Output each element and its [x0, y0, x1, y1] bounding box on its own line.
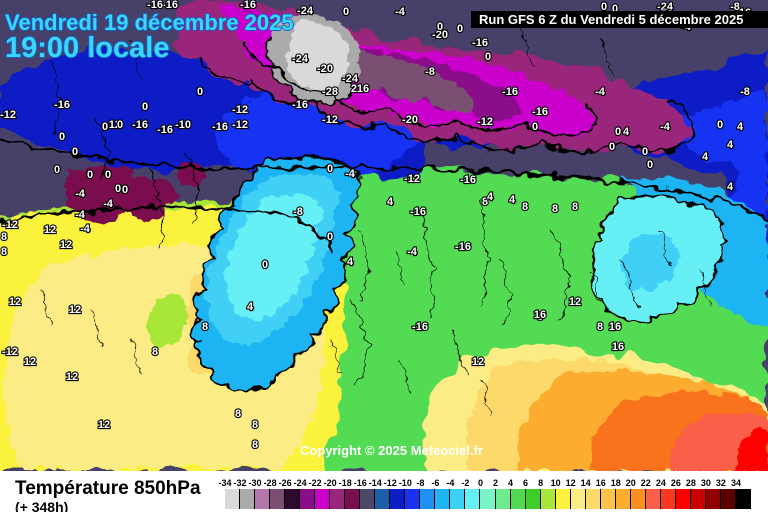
svg-text:0: 0	[197, 86, 203, 98]
svg-text:4: 4	[247, 301, 254, 313]
svg-text:12: 12	[98, 419, 110, 431]
svg-text:-16: -16	[502, 86, 518, 98]
svg-text:0: 0	[122, 184, 128, 196]
svg-text:4: 4	[509, 194, 516, 206]
svg-text:4: 4	[737, 121, 744, 133]
svg-text:8: 8	[252, 419, 258, 431]
svg-text:0: 0	[59, 131, 65, 143]
svg-text:-12: -12	[2, 219, 18, 231]
svg-text:-16: -16	[157, 124, 173, 136]
svg-text:0: 0	[343, 6, 349, 18]
svg-text:-16: -16	[460, 174, 476, 186]
svg-text:0: 0	[457, 23, 463, 35]
svg-text:-12: -12	[0, 109, 16, 121]
svg-text:0: 0	[609, 141, 615, 153]
svg-text:0: 0	[115, 183, 121, 195]
svg-text:-4: -4	[407, 246, 418, 258]
svg-text:-12: -12	[404, 173, 420, 185]
svg-text:12: 12	[569, 296, 581, 308]
svg-text:12: 12	[60, 239, 72, 251]
svg-text:0: 0	[327, 163, 333, 175]
svg-text:0: 0	[485, 51, 491, 63]
svg-text:-10: -10	[175, 119, 191, 131]
svg-text:-20: -20	[317, 63, 333, 75]
svg-text:12: 12	[44, 224, 56, 236]
svg-text:8: 8	[235, 408, 241, 420]
svg-text:8: 8	[572, 201, 578, 213]
svg-text:-4: -4	[660, 121, 671, 133]
svg-text:4: 4	[623, 126, 630, 138]
svg-text:-12: -12	[322, 114, 338, 126]
svg-text:16: 16	[612, 341, 624, 353]
svg-text:12: 12	[472, 356, 484, 368]
svg-text:16: 16	[534, 309, 546, 321]
svg-text:0: 0	[647, 159, 653, 171]
svg-text:-28: -28	[322, 86, 338, 98]
svg-text:-8: -8	[740, 86, 750, 98]
svg-text:-8: -8	[293, 206, 303, 218]
svg-text:4: 4	[702, 151, 709, 163]
svg-text:16: 16	[609, 321, 621, 333]
svg-text:-16: -16	[212, 121, 228, 133]
svg-text:0: 0	[437, 21, 443, 33]
svg-text:4: 4	[347, 256, 354, 268]
svg-text:4: 4	[487, 191, 494, 203]
svg-text:-4: -4	[595, 86, 606, 98]
svg-text:0: 0	[327, 231, 333, 243]
svg-text:12: 12	[24, 356, 36, 368]
svg-text:8: 8	[202, 321, 208, 333]
svg-text:4: 4	[727, 181, 734, 193]
svg-text:216: 216	[351, 83, 369, 95]
svg-text:-4: -4	[103, 198, 114, 210]
svg-text:-4: -4	[75, 188, 86, 200]
svg-text:0: 0	[142, 101, 148, 113]
svg-text:-4: -4	[80, 223, 91, 235]
svg-text:8: 8	[252, 439, 258, 451]
svg-text:-20: -20	[402, 114, 418, 126]
svg-text:0: 0	[532, 121, 538, 133]
svg-text:-24: -24	[292, 53, 309, 65]
svg-text:8: 8	[152, 346, 158, 358]
svg-text:-24: -24	[297, 5, 314, 17]
svg-text:-12: -12	[2, 346, 18, 358]
svg-text:8: 8	[552, 203, 558, 215]
svg-text:-4: -4	[395, 6, 406, 18]
svg-text:-16: -16	[410, 206, 426, 218]
svg-text:0: 0	[87, 169, 93, 181]
svg-text:0: 0	[642, 146, 648, 158]
svg-text:8: 8	[1, 231, 7, 243]
svg-text:-12: -12	[232, 119, 248, 131]
svg-text:0: 0	[717, 119, 723, 131]
svg-text:4: 4	[727, 139, 734, 151]
svg-text:-16: -16	[532, 106, 548, 118]
svg-text:8: 8	[597, 321, 603, 333]
svg-text:-16: -16	[472, 37, 488, 49]
svg-text:0: 0	[102, 121, 108, 133]
svg-text:-8: -8	[425, 66, 435, 78]
svg-text:12: 12	[69, 304, 81, 316]
svg-text:-16: -16	[292, 99, 308, 111]
svg-text:-16: -16	[54, 99, 70, 111]
svg-text:8: 8	[522, 201, 528, 213]
svg-text:0: 0	[117, 119, 123, 131]
svg-text:-4: -4	[75, 209, 86, 221]
svg-text:0: 0	[262, 259, 268, 271]
svg-text:4: 4	[387, 196, 394, 208]
svg-text:-12: -12	[477, 116, 493, 128]
svg-text:-16: -16	[455, 241, 471, 253]
svg-text:0: 0	[72, 146, 78, 158]
svg-text:-4: -4	[345, 168, 356, 180]
svg-text:12: 12	[9, 296, 21, 308]
svg-text:-12: -12	[232, 104, 248, 116]
svg-text:-16: -16	[132, 119, 148, 131]
svg-text:8: 8	[1, 246, 7, 258]
svg-text:12: 12	[66, 371, 78, 383]
svg-text:0: 0	[615, 126, 621, 138]
svg-text:0: 0	[105, 169, 111, 181]
svg-text:-16: -16	[412, 321, 428, 333]
svg-text:0: 0	[54, 164, 60, 176]
